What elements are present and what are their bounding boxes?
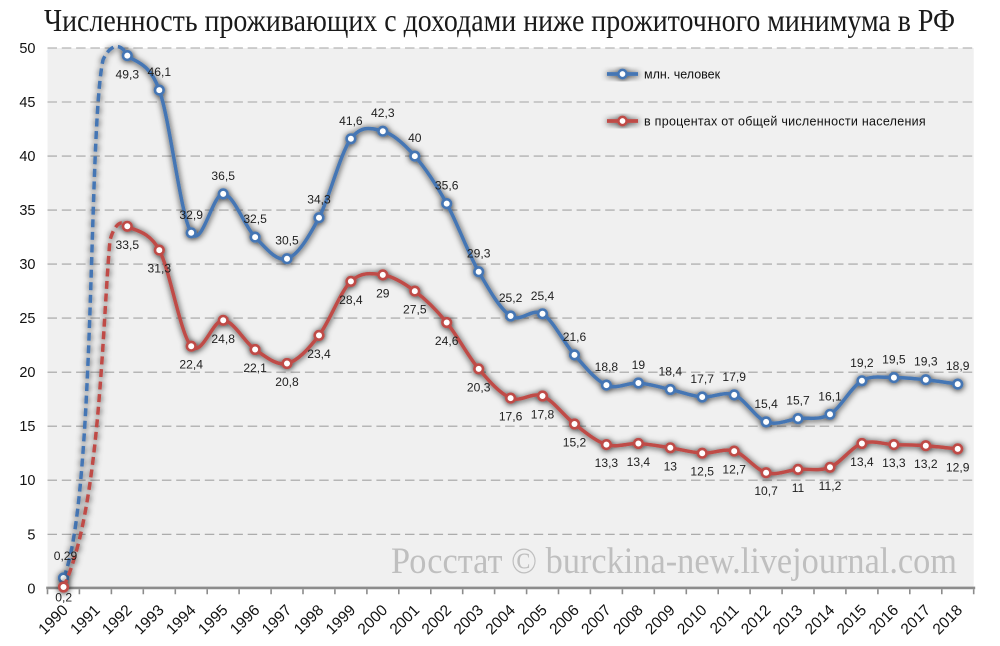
svg-text:35: 35	[19, 203, 35, 219]
svg-text:32,5: 32,5	[243, 212, 267, 226]
svg-text:Численность проживающих с дохо: Численность проживающих с доходами ниже …	[44, 2, 955, 38]
svg-text:15: 15	[19, 419, 35, 435]
svg-text:13,3: 13,3	[882, 456, 906, 470]
svg-text:19,3: 19,3	[914, 355, 938, 369]
svg-text:17,9: 17,9	[722, 370, 746, 384]
svg-text:34,3: 34,3	[307, 193, 331, 207]
svg-text:в процентах от общей численнос: в процентах от общей численности населен…	[644, 115, 926, 129]
svg-text:19,5: 19,5	[882, 353, 906, 367]
svg-text:17,8: 17,8	[531, 408, 555, 422]
svg-text:22,4: 22,4	[179, 358, 203, 372]
svg-text:29: 29	[376, 286, 390, 300]
svg-text:15,4: 15,4	[754, 397, 778, 411]
svg-text:19: 19	[632, 358, 646, 372]
svg-text:24,8: 24,8	[211, 332, 235, 346]
svg-text:29,3: 29,3	[467, 247, 491, 261]
svg-text:20,3: 20,3	[467, 380, 491, 394]
svg-text:32,9: 32,9	[179, 208, 203, 222]
svg-text:15,7: 15,7	[786, 394, 810, 408]
svg-text:49,3: 49,3	[116, 68, 140, 82]
svg-text:12,7: 12,7	[722, 463, 746, 477]
svg-text:18,4: 18,4	[659, 365, 683, 379]
svg-text:20,8: 20,8	[275, 375, 299, 389]
svg-text:11,2: 11,2	[819, 479, 842, 493]
svg-text:45: 45	[19, 95, 35, 111]
svg-text:25,2: 25,2	[499, 291, 523, 305]
svg-text:41,6: 41,6	[339, 114, 363, 128]
svg-text:12,5: 12,5	[690, 465, 714, 479]
svg-text:30,5: 30,5	[275, 234, 299, 248]
svg-text:5: 5	[27, 527, 35, 543]
svg-text:42,3: 42,3	[371, 106, 395, 120]
svg-text:23,4: 23,4	[307, 347, 331, 361]
svg-text:0,29: 0,29	[54, 549, 78, 563]
svg-text:35,6: 35,6	[435, 179, 459, 193]
svg-text:12,9: 12,9	[946, 460, 970, 474]
svg-text:25: 25	[19, 311, 35, 327]
svg-text:50: 50	[19, 41, 35, 57]
svg-text:21,6: 21,6	[563, 330, 587, 344]
svg-text:0,2: 0,2	[55, 591, 72, 605]
svg-text:31,3: 31,3	[148, 262, 172, 276]
svg-text:46,1: 46,1	[148, 65, 172, 79]
svg-text:22,1: 22,1	[243, 361, 267, 375]
svg-text:19,2: 19,2	[850, 356, 874, 370]
svg-text:18,8: 18,8	[595, 360, 619, 374]
svg-text:17,6: 17,6	[499, 410, 523, 424]
svg-text:15,2: 15,2	[563, 436, 587, 450]
svg-text:16,1: 16,1	[818, 389, 842, 403]
svg-text:0: 0	[27, 581, 35, 597]
svg-text:13: 13	[664, 459, 678, 473]
svg-text:млн. человек: млн. человек	[644, 68, 721, 82]
svg-text:25,4: 25,4	[531, 289, 555, 303]
svg-text:17,7: 17,7	[690, 372, 714, 386]
svg-text:13,2: 13,2	[914, 457, 938, 471]
svg-text:40: 40	[408, 131, 422, 145]
svg-text:36,5: 36,5	[211, 169, 235, 183]
svg-text:27,5: 27,5	[403, 303, 427, 317]
svg-text:30: 30	[19, 257, 35, 273]
svg-text:10: 10	[19, 473, 35, 489]
svg-text:18,9: 18,9	[946, 359, 970, 373]
svg-text:11: 11	[792, 481, 805, 495]
svg-text:13,4: 13,4	[850, 455, 874, 469]
svg-text:10,7: 10,7	[754, 484, 778, 498]
svg-text:40: 40	[19, 149, 35, 165]
svg-text:28,4: 28,4	[339, 293, 363, 307]
svg-text:Росстат © burckina-new.livejou: Росстат © burckina-new.livejournal.com	[391, 541, 957, 582]
svg-text:33,5: 33,5	[116, 238, 140, 252]
svg-text:13,3: 13,3	[595, 456, 619, 470]
svg-text:24,6: 24,6	[435, 334, 459, 348]
svg-text:20: 20	[19, 365, 35, 381]
svg-text:13,4: 13,4	[627, 455, 651, 469]
